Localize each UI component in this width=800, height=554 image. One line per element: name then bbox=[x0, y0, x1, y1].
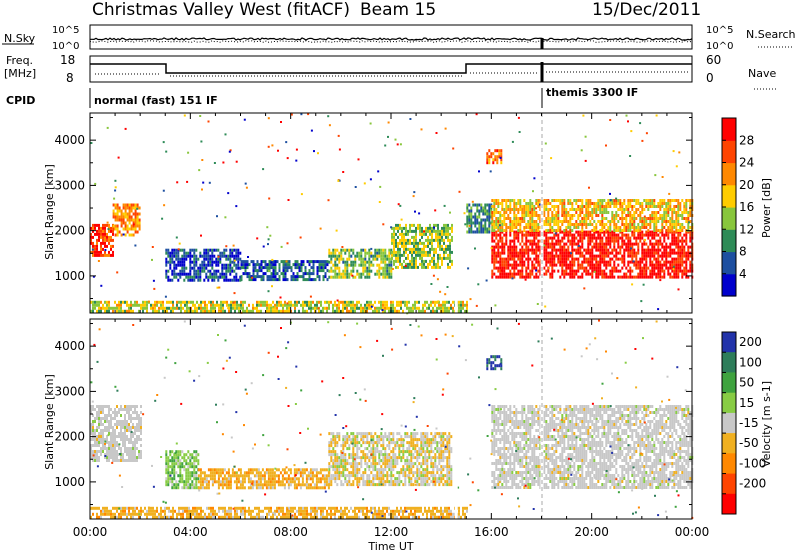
scatter-region bbox=[90, 405, 142, 462]
scatter-region bbox=[486, 149, 503, 165]
noise-right-label: N.Search bbox=[746, 28, 796, 41]
velocity-panel: 1000 2000 3000 4000 00:00 04:00 08:00 12:00 16:0… bbox=[54, 318, 710, 539]
colorbar-swatch bbox=[722, 273, 736, 297]
colorbar-tick-label: -15 bbox=[739, 416, 759, 430]
colorbar-swatch bbox=[722, 118, 736, 141]
scatter-region bbox=[491, 199, 694, 232]
x-axis-label: Time UT bbox=[367, 540, 413, 553]
frequency-label-2: [MHz] bbox=[4, 67, 36, 80]
cpid-mode-1: normal (fast) 151 IF bbox=[94, 94, 218, 107]
nave-tick-bottom: 0 bbox=[706, 71, 714, 85]
noise-sky-trace bbox=[90, 37, 693, 41]
velocity-colorbar: 200 100 50 15 -15 -50 -100 -200 bbox=[721, 331, 766, 515]
colorbar-swatch bbox=[722, 412, 736, 434]
scatter-region bbox=[90, 506, 468, 519]
y-tick-label: 3000 bbox=[54, 384, 85, 398]
colorbar-tick-label: 20 bbox=[739, 178, 754, 192]
noise-speckle bbox=[90, 319, 694, 519]
colorbar-tick-label: 24 bbox=[739, 156, 754, 170]
noise-left-label: N.Sky bbox=[4, 32, 36, 45]
scatter-region bbox=[486, 355, 503, 371]
frequency-panel: Freq. [MHz] 18 8 60 0 Nave bbox=[4, 53, 778, 90]
colorbar-tick-label: 12 bbox=[739, 222, 754, 236]
frequency-tick-top: 18 bbox=[60, 53, 75, 67]
y-tick-label: 4000 bbox=[54, 339, 85, 353]
noise-search-trace bbox=[89, 40, 693, 43]
velocity-colorbar-label: Velocity [m s-1] bbox=[760, 381, 773, 467]
colorbar-tick-label: 15 bbox=[739, 396, 754, 410]
nave-tick-top: 60 bbox=[706, 53, 721, 67]
y-tick-label: 2000 bbox=[54, 224, 85, 238]
colorbar-tick-label: 28 bbox=[739, 133, 754, 147]
colorbar-swatch bbox=[722, 229, 736, 253]
cpid-mode-2: themis 3300 IF bbox=[546, 86, 638, 99]
x-tick-label: 16:00 bbox=[474, 525, 509, 539]
noise-right-tick-top: 10^5 bbox=[706, 25, 733, 36]
colorbar-tick-label: 100 bbox=[739, 355, 762, 369]
date-label: 15/Dec/2011 bbox=[592, 0, 701, 20]
scatter-region bbox=[90, 300, 468, 313]
scatter-region bbox=[491, 230, 694, 279]
colorbar-swatch bbox=[722, 372, 736, 394]
colorbar-swatch bbox=[722, 140, 736, 164]
power-colorbar: 4 8 12 16 20 24 28 bbox=[721, 117, 754, 297]
beam-label: Beam 15 bbox=[360, 0, 436, 20]
scatter-region bbox=[165, 450, 200, 490]
power-panel: 1000 2000 3000 4000 bbox=[54, 112, 694, 315]
colorbar-tick-label: -200 bbox=[739, 477, 766, 491]
y-tick-label: 2000 bbox=[54, 430, 85, 444]
scatter-region bbox=[165, 248, 242, 282]
colorbar-swatch bbox=[722, 473, 736, 495]
scatter-region bbox=[112, 203, 141, 237]
x-tick-label: 12:00 bbox=[374, 525, 409, 539]
cpid-label: CPID bbox=[6, 94, 35, 107]
scatter-region bbox=[391, 223, 453, 269]
frequency-tick-bottom: 8 bbox=[66, 71, 74, 85]
y-tick-label: 1000 bbox=[54, 269, 85, 283]
x-tick-label: 20:00 bbox=[574, 525, 609, 539]
colorbar-tick-label: -100 bbox=[739, 456, 766, 470]
power-y-axis-label: Slant Range [km] bbox=[43, 164, 56, 260]
colorbar-swatch bbox=[722, 352, 736, 373]
x-tick-label: 08:00 bbox=[273, 525, 308, 539]
colorbar-swatch bbox=[722, 184, 736, 208]
colorbar-swatch bbox=[722, 332, 736, 353]
colorbar-swatch bbox=[722, 493, 736, 515]
frequency-label-1: Freq. bbox=[6, 54, 33, 67]
colorbar-tick-label: 8 bbox=[739, 245, 747, 259]
colorbar-swatch bbox=[722, 453, 736, 474]
velocity-y-axis-label: Slant Range [km] bbox=[43, 374, 56, 470]
colorbar-swatch bbox=[722, 207, 736, 230]
colorbar-tick-label: 50 bbox=[739, 376, 754, 390]
noise-speckle bbox=[90, 113, 690, 315]
colorbar-tick-label: 4 bbox=[739, 267, 747, 281]
scatter-region bbox=[90, 223, 114, 257]
colorbar-swatch bbox=[722, 433, 736, 454]
x-tick-label: 00:00 bbox=[675, 525, 710, 539]
cpid-panel: CPID normal (fast) 151 IF themis 3300 IF bbox=[6, 86, 638, 108]
x-tick-label: 00:00 bbox=[73, 525, 108, 539]
colorbar-swatch bbox=[722, 251, 736, 275]
noise-left-tick-bottom: 10^0 bbox=[52, 41, 79, 52]
scatter-region bbox=[466, 203, 493, 234]
colorbar-swatch bbox=[722, 392, 736, 414]
noise-panel: N.Sky 10^5 10^0 10^5 10^0 N.Search bbox=[2, 24, 796, 52]
scatter-region bbox=[240, 260, 329, 282]
x-tick-label: 04:00 bbox=[173, 525, 208, 539]
figure-title: Christmas Valley West (fitACF) bbox=[92, 0, 350, 20]
colorbar-swatch bbox=[722, 162, 736, 186]
colorbar-tick-label: 200 bbox=[739, 335, 762, 349]
y-tick-label: 1000 bbox=[54, 475, 85, 489]
power-colorbar-label: Power [dB] bbox=[760, 178, 773, 238]
y-tick-label: 3000 bbox=[54, 178, 85, 192]
nave-label: Nave bbox=[748, 67, 776, 80]
colorbar-tick-label: 16 bbox=[739, 200, 754, 214]
colorbar-tick-label: -50 bbox=[739, 436, 759, 450]
noise-left-tick-top: 10^5 bbox=[52, 25, 79, 36]
frequency-trace bbox=[90, 63, 692, 74]
y-tick-label: 4000 bbox=[54, 133, 85, 147]
noise-right-tick-bottom: 10^0 bbox=[706, 41, 733, 52]
scatter-region bbox=[328, 432, 453, 487]
